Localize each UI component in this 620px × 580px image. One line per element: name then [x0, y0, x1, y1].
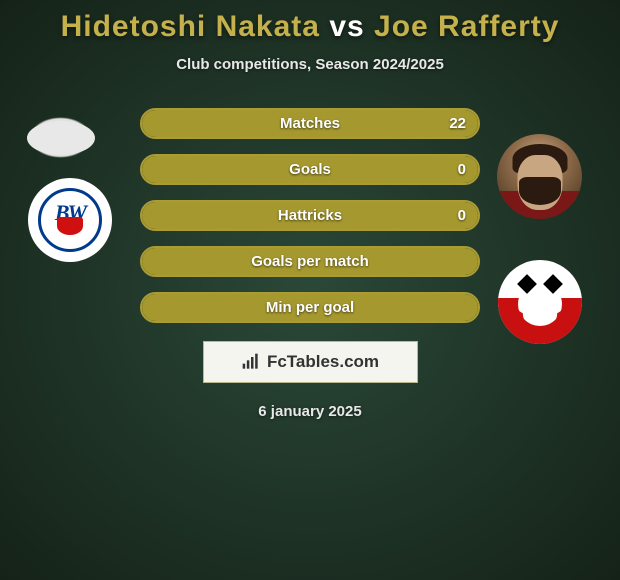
bar-min-per-goal: Min per goal	[140, 292, 480, 323]
bar-label: Goals per match	[140, 246, 480, 277]
date-line: 6 january 2025	[0, 403, 620, 420]
chart-bars-icon	[241, 352, 261, 372]
footer-brand-text: FcTables.com	[267, 352, 379, 372]
bar-label: Hattricks	[140, 200, 480, 231]
bar-value-right: 0	[458, 200, 466, 231]
club-logo-left: BW	[28, 178, 112, 262]
club-left-ribbon	[57, 217, 83, 235]
bar-value-right: 22	[449, 108, 466, 139]
title-player1: Hidetoshi Nakata	[61, 10, 320, 43]
footer-brand-badge: FcTables.com	[203, 341, 418, 383]
bar-label: Min per goal	[140, 292, 480, 323]
bar-label: Goals	[140, 154, 480, 185]
bar-label: Matches	[140, 108, 480, 139]
subtitle: Club competitions, Season 2024/2025	[0, 56, 620, 73]
bar-value-right: 0	[458, 154, 466, 185]
club-right-mills-icon	[520, 275, 560, 293]
title-vs: vs	[329, 10, 364, 43]
club-left-ring: BW	[38, 188, 102, 252]
club-logo-right	[498, 260, 582, 344]
player-photo-left	[18, 95, 103, 180]
bar-hattricks: Hattricks 0	[140, 200, 480, 231]
player-beard	[519, 177, 561, 205]
page-title: Hidetoshi Nakata vs Joe Rafferty	[0, 0, 620, 44]
bar-matches: Matches 22	[140, 108, 480, 139]
player-placeholder-icon	[18, 95, 103, 180]
bar-goals-per-match: Goals per match	[140, 246, 480, 277]
player-photo-right	[497, 134, 582, 219]
bar-goals: Goals 0	[140, 154, 480, 185]
title-player2: Joe Rafferty	[374, 10, 559, 43]
